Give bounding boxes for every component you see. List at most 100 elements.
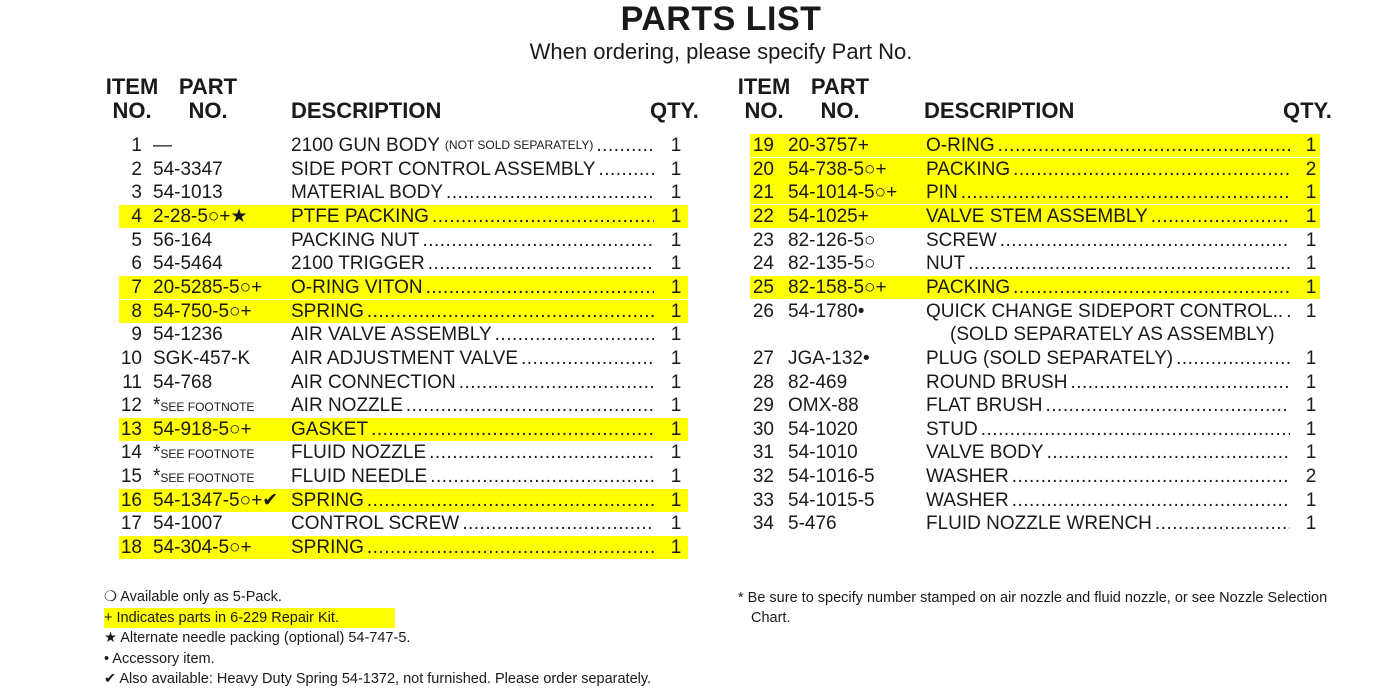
quantity: 1 [1305, 371, 1317, 393]
table-row: 17 54-1007 CONTROL SCREW..................… [119, 512, 688, 535]
item-number: 20 [752, 158, 774, 180]
table-row: 13 54-918-5○+ GASKET......................… [119, 417, 688, 441]
dot-leader: ........................................… [1046, 442, 1290, 464]
header-description: DESCRIPTION [291, 98, 442, 123]
table-row: 34 5-476 FLUID NOZZLE WRENCH..............… [750, 512, 1320, 535]
part-number: 54-1015-5 [788, 489, 875, 511]
header-no-label: NO. [188, 98, 228, 123]
item-number: 11 [122, 371, 142, 393]
item-number: 17 [120, 513, 142, 535]
description-text: PACKING NUT [291, 229, 420, 251]
quantity: 1 [1305, 229, 1317, 251]
dot-leader: ........................................… [960, 182, 1290, 204]
part-number: 2-28-5○+★ [153, 205, 248, 227]
quantity: 1 [670, 276, 682, 298]
item-number: 28 [752, 371, 774, 393]
table-row: 1 — 2100 GUN BODY (NOT SOLD SEPARATELY)....… [119, 134, 688, 157]
part-number: OMX-88 [788, 395, 859, 417]
description-text: WASHER [926, 466, 1009, 488]
dot-leader: ........................................… [1011, 466, 1290, 488]
description-text: AIR ADJUSTMENT VALVE [291, 347, 518, 369]
dot-leader: ........................................… [598, 158, 654, 180]
description: WASHER..................................… [926, 489, 1290, 512]
header-part-no-right: PART NO. [808, 75, 872, 123]
quantity: 1 [1305, 395, 1317, 417]
table-row: 31 54-1010 VALVE BODY.....................… [750, 441, 1320, 464]
header-qty: QTY. [650, 98, 699, 123]
dot-leader: ........................................… [1070, 371, 1290, 393]
part-number: *SEE FOOTNOTE [153, 395, 255, 417]
description: STUD....................................… [926, 418, 1290, 441]
part-number: 82-158-5○+ [788, 276, 887, 298]
part-number: JGA-132• [788, 347, 870, 369]
quantity: 1 [1305, 182, 1317, 204]
table-row: 22 54-1025+ VALVE STEM ASSEMBLY...........… [750, 204, 1320, 228]
quantity: 2 [1305, 466, 1317, 488]
dot-leader: ........................................… [430, 466, 654, 488]
table-row: 26 54-1780• QUICK CHANGE SIDEPORT CONTROL.… [750, 300, 1320, 323]
item-number: 2 [131, 158, 142, 180]
part-number: 54-1010 [788, 442, 858, 464]
dot-leader: ........................................… [1013, 158, 1290, 180]
description: ROUND BRUSH.............................… [926, 371, 1290, 394]
description-text: AIR NOZZLE [291, 395, 403, 417]
item-number: 32 [752, 466, 774, 488]
quantity: 1 [670, 324, 682, 346]
part-number: 54-1013 [153, 182, 223, 204]
quantity: 1 [670, 158, 682, 180]
item-number: 30 [752, 418, 774, 440]
description-text: VALVE STEM ASSEMBLY [926, 205, 1148, 227]
quantity: 1 [1305, 442, 1317, 464]
dot-leader: ........................................… [596, 135, 654, 156]
description: AIR CONNECTION..........................… [291, 371, 654, 394]
dot-leader: ........................................… [366, 300, 654, 322]
description: 2100 GUN BODY (NOT SOLD SEPARATELY)......… [291, 134, 654, 157]
footnote: ★ Alternate needle packing (optional) 54… [104, 630, 411, 646]
table-row: 11 54-768 AIR CONNECTION..................… [119, 371, 688, 394]
header-part-label: PART [810, 74, 870, 99]
dot-leader: ........................................… [427, 253, 654, 275]
description: PLUG (SOLD SEPARATELY)..................… [926, 347, 1290, 370]
description-text: PLUG (SOLD SEPARATELY) [926, 347, 1174, 369]
part-number: — [153, 135, 172, 156]
description: QUICK CHANGE SIDEPORT CONTROL...........… [926, 300, 1290, 323]
table-row: 29 OMX-88 FLAT BRUSH......................… [750, 394, 1320, 417]
item-number: 22 [752, 205, 774, 227]
dot-leader: ........................................… [405, 395, 654, 417]
part-number: SGK-457-K [153, 347, 251, 369]
part-number: 54-3347 [153, 158, 223, 180]
page-title: PARTS LIST [620, 0, 822, 38]
table-row: 25 82-158-5○+ PACKING.....................… [750, 275, 1320, 299]
header-no-label: NO. [820, 98, 860, 123]
footnote: ❍ Available only as 5-Pack. [104, 589, 282, 605]
table-row: 12 *SEE FOOTNOTE AIR NOZZLE...............… [119, 394, 688, 417]
dot-leader: ........................................… [1286, 300, 1290, 323]
description: GASKET..................................… [291, 418, 654, 441]
item-number: 19 [752, 135, 774, 156]
part-number: 82-469 [788, 371, 848, 393]
table-row: 16 54-1347-5○+✔ SPRING....................… [119, 488, 688, 512]
description-text: GASKET [291, 418, 369, 440]
part-number: 20-5285-5○+ [153, 276, 263, 298]
description-text: AIR CONNECTION [291, 371, 456, 393]
table-row: 21 54-1014-5○+ PIN........................… [750, 181, 1320, 205]
item-number: 29 [752, 395, 774, 417]
item-number: 25 [752, 276, 774, 298]
table-row-continuation: (SOLD SEPARATELY AS ASSEMBLY) [950, 323, 1275, 346]
quantity: 1 [670, 513, 682, 535]
part-number: 54-1025+ [788, 205, 869, 227]
quantity: 1 [670, 395, 682, 417]
part-number: 82-126-5○ [788, 229, 876, 251]
part-number: 54-5464 [153, 253, 223, 275]
dot-leader: ........................................… [429, 442, 654, 464]
quantity: 1 [670, 442, 682, 464]
description: PACKING NUT.............................… [291, 229, 654, 252]
dot-leader: ........................................… [1154, 513, 1290, 535]
quantity: 1 [670, 229, 682, 251]
table-row: 6 54-5464 2100 TRIGGER....................… [119, 252, 688, 275]
description: SPRING..................................… [291, 489, 654, 512]
description: 2100 TRIGGER............................… [291, 252, 654, 275]
dot-leader: ........................................… [999, 229, 1290, 251]
description-text: MATERIAL BODY [291, 182, 444, 204]
header-qty-right: QTY. [1283, 98, 1332, 123]
